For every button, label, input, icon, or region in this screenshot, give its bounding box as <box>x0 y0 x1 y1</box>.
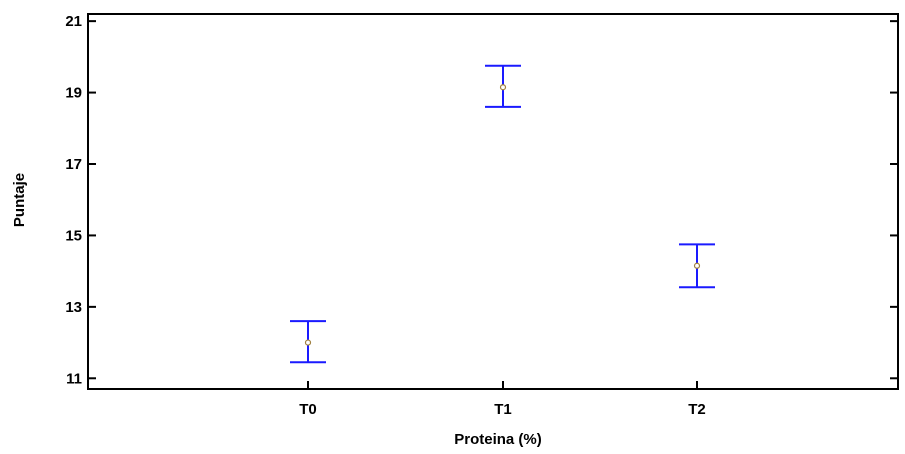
mean-marker <box>499 84 507 91</box>
y-tick-label: 19 <box>65 85 82 102</box>
plot-frame <box>87 13 899 390</box>
y-tick-label: 11 <box>66 370 82 387</box>
x-tick-label: T2 <box>688 401 706 418</box>
interval-t0 <box>290 320 326 364</box>
interval-t2 <box>679 243 715 289</box>
y-tick-label: 21 <box>65 13 82 30</box>
x-tick-label: T1 <box>494 401 512 418</box>
y-axis-label: Puntaje <box>11 173 28 227</box>
x-axis-label: Proteina (%) <box>454 431 542 448</box>
interval-t1 <box>485 64 521 108</box>
x-tick-label: T0 <box>299 401 317 418</box>
mean-marker <box>693 262 701 269</box>
interval-series <box>290 64 715 364</box>
y-tick-label: 17 <box>65 156 82 173</box>
y-tick-label: 13 <box>65 299 82 316</box>
x-axis: T0 T1 T2 <box>299 381 706 418</box>
mean-marker <box>304 339 312 346</box>
y-tick-label: 15 <box>65 227 82 244</box>
y-axis: 11 13 15 17 19 21 <box>65 13 898 387</box>
